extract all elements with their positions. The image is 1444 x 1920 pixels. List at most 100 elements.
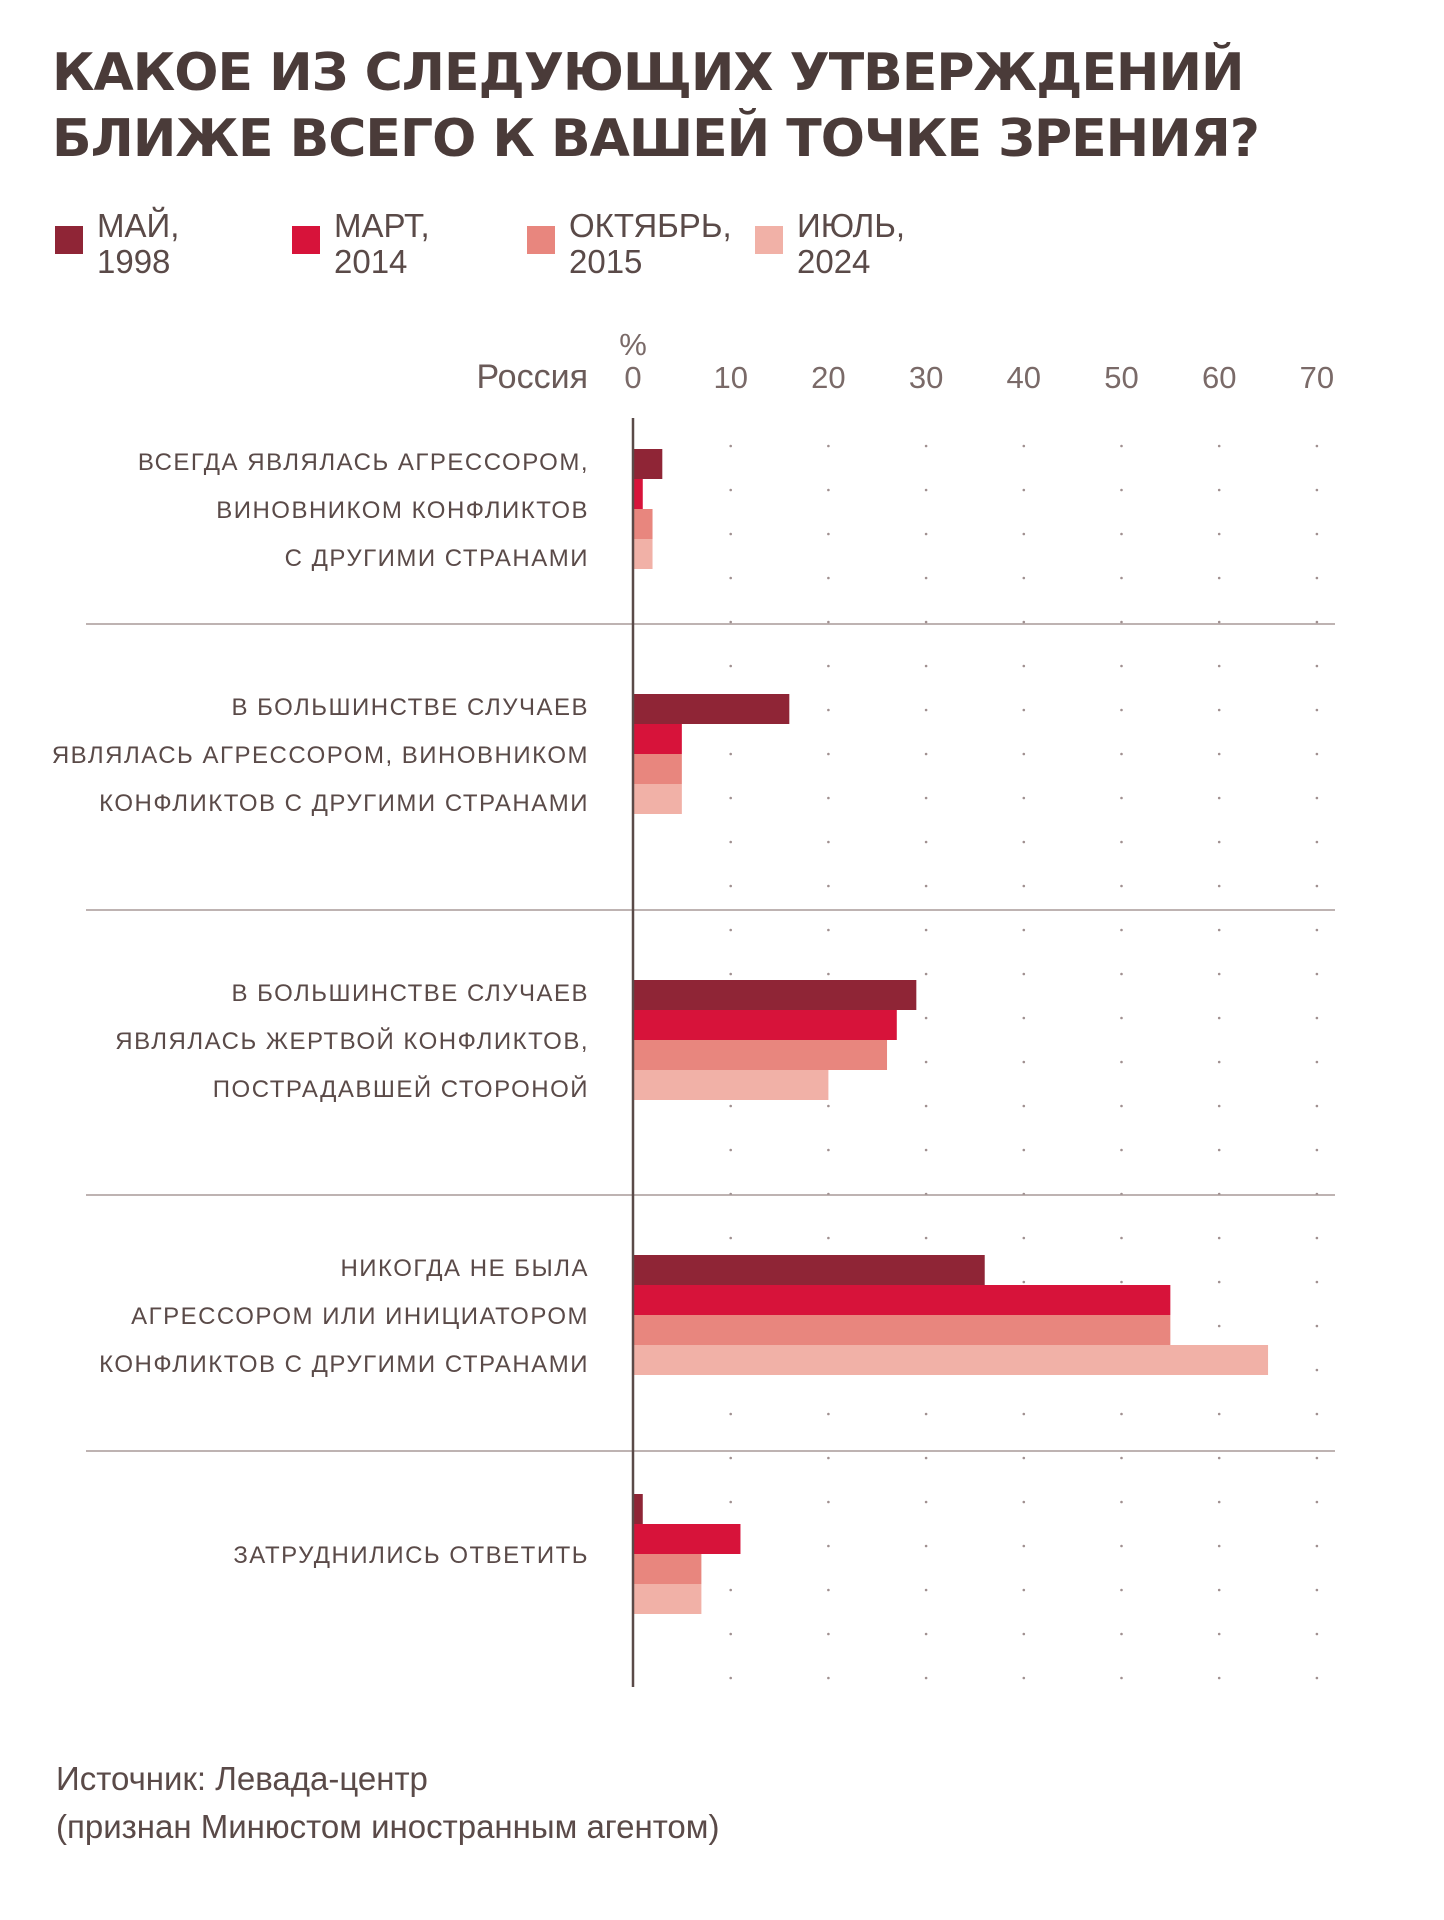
legend-item-july-2024: ИЮЛЬ, 2024	[755, 208, 905, 280]
grid-dot	[924, 840, 928, 844]
grid-dot	[924, 1676, 928, 1680]
bar-1-series-3	[633, 509, 653, 539]
grid-dot	[1022, 1676, 1026, 1680]
grid-dot	[729, 972, 732, 976]
grid-dot	[924, 972, 928, 976]
grid-dot	[1022, 1588, 1026, 1592]
grid-dot	[1022, 1148, 1026, 1152]
grid-dot	[924, 1104, 928, 1108]
grid-dot	[1217, 1500, 1221, 1504]
grid-dot	[924, 620, 928, 624]
grid-dot	[1217, 840, 1221, 844]
grid-dot	[1315, 840, 1319, 844]
grid-dot	[827, 576, 830, 580]
grid-dot	[1022, 576, 1026, 580]
grid-dot	[924, 928, 928, 932]
grid-dot	[1022, 708, 1026, 712]
grid-dot	[1217, 1412, 1221, 1416]
grid-dot	[1022, 1456, 1026, 1460]
grid-dot	[729, 488, 732, 492]
category-label-4-line-1: НИКОГДА НЕ БЫЛА	[340, 1255, 589, 1282]
legend-label-line-1: МАРТ,	[334, 207, 430, 244]
bar-4-series-1	[633, 1255, 985, 1285]
category-label-2-line-2: ЯВЛЯЛАСЬ АГРЕССОРОМ, ВИНОВНИКОМ	[52, 742, 589, 769]
grid-dot	[1120, 444, 1123, 448]
grid-dot	[1315, 1148, 1319, 1152]
grid-dot	[924, 1236, 928, 1240]
x-axis-unit-label: %	[619, 327, 647, 362]
grid-dot	[1217, 1676, 1221, 1680]
bar-3-series-2	[633, 1010, 897, 1040]
grid-dot	[729, 1588, 732, 1592]
grid-dot	[729, 444, 732, 448]
legend-swatch-march-2014	[292, 226, 320, 254]
grid-dot	[1217, 1060, 1221, 1064]
bar-5-series-2	[633, 1524, 741, 1554]
grid-dot	[924, 752, 928, 756]
grid-dot	[1120, 1016, 1123, 1020]
grid-dot	[1120, 1148, 1123, 1152]
chart-title-line-2: БЛИЖЕ ВСЕГО К ВАШЕЙ ТОЧКЕ ЗРЕНИЯ?	[52, 109, 1260, 169]
grid-dot	[924, 796, 928, 800]
grid-dot	[1315, 884, 1319, 888]
grid-dot	[729, 664, 732, 668]
grid-dot	[924, 532, 928, 536]
grid-dot	[1217, 1236, 1221, 1240]
category-label-4-line-2: АГРЕССОРОМ ИЛИ ИНИЦИАТОРОМ	[131, 1303, 589, 1330]
grid-dot	[1022, 840, 1026, 844]
legend-item-march-2014: МАРТ, 2014	[292, 208, 430, 280]
grid-dot	[729, 840, 732, 844]
grid-dot	[1315, 532, 1319, 536]
grid-dot	[1315, 1456, 1319, 1460]
grid-dot	[1022, 1104, 1026, 1108]
grid-dot	[827, 928, 830, 932]
grid-dot	[1120, 620, 1123, 624]
grid-dot	[924, 708, 928, 712]
grid-dot	[1022, 1280, 1026, 1284]
grid-dot	[1022, 1060, 1026, 1064]
grid-dot	[1217, 532, 1221, 536]
grid-dot	[1217, 796, 1221, 800]
category-label-4-line-3: КОНФЛИКТОВ С ДРУГИМИ СТРАНАМИ	[99, 1351, 589, 1378]
grid-dot	[1315, 708, 1319, 712]
grid-dot	[1022, 532, 1026, 536]
grid-dot	[827, 1456, 830, 1460]
grid-dot	[827, 1148, 830, 1152]
grid-dot	[729, 796, 732, 800]
grid-dot	[1315, 620, 1319, 624]
grid-dot	[1120, 488, 1123, 492]
grid-dot	[924, 1500, 928, 1504]
grid-dot	[1120, 1588, 1123, 1592]
grid-dot	[1217, 1104, 1221, 1108]
grid-dot	[1022, 1236, 1026, 1240]
grid-dot	[827, 708, 830, 712]
bar-4-series-2	[633, 1285, 1171, 1315]
grid-dot	[1022, 928, 1026, 932]
legend-swatch-july-2024	[755, 226, 783, 254]
category-label-2-line-3: КОНФЛИКТОВ С ДРУГИМИ СТРАНАМИ	[99, 790, 589, 817]
grid-dot	[1120, 708, 1123, 712]
grid-dot	[1315, 1368, 1319, 1372]
grid-dot	[827, 884, 830, 888]
grid-dot	[1217, 444, 1221, 448]
grid-dot	[729, 576, 732, 580]
grid-dot	[827, 1544, 830, 1548]
grid-dot	[1022, 972, 1026, 976]
grid-dot	[924, 488, 928, 492]
grid-dot	[924, 1632, 928, 1636]
bar-5-series-1	[633, 1494, 643, 1524]
grid-dot	[1120, 752, 1123, 756]
grid-dot	[1022, 1632, 1026, 1636]
grid-dot	[924, 884, 928, 888]
bar-chart: 0 10 20 30 40 50 60 70% Россия ВСЕГДА ЯВЛЯЛАСЬ АГ…	[52, 327, 1335, 1687]
grid-dot	[1120, 1236, 1123, 1240]
grid-dot	[729, 1632, 732, 1636]
grid-dot	[1315, 444, 1319, 448]
x-tick-label-50: 50	[1104, 360, 1138, 395]
legend-item-october-2015: ОКТЯБРЬ, 2015	[527, 208, 732, 280]
grid-dot	[1120, 1104, 1123, 1108]
grid-dot	[924, 1456, 928, 1460]
grid-dot	[1022, 1544, 1026, 1548]
grid-dot	[1315, 1060, 1319, 1064]
grid-dot	[1022, 1016, 1026, 1020]
